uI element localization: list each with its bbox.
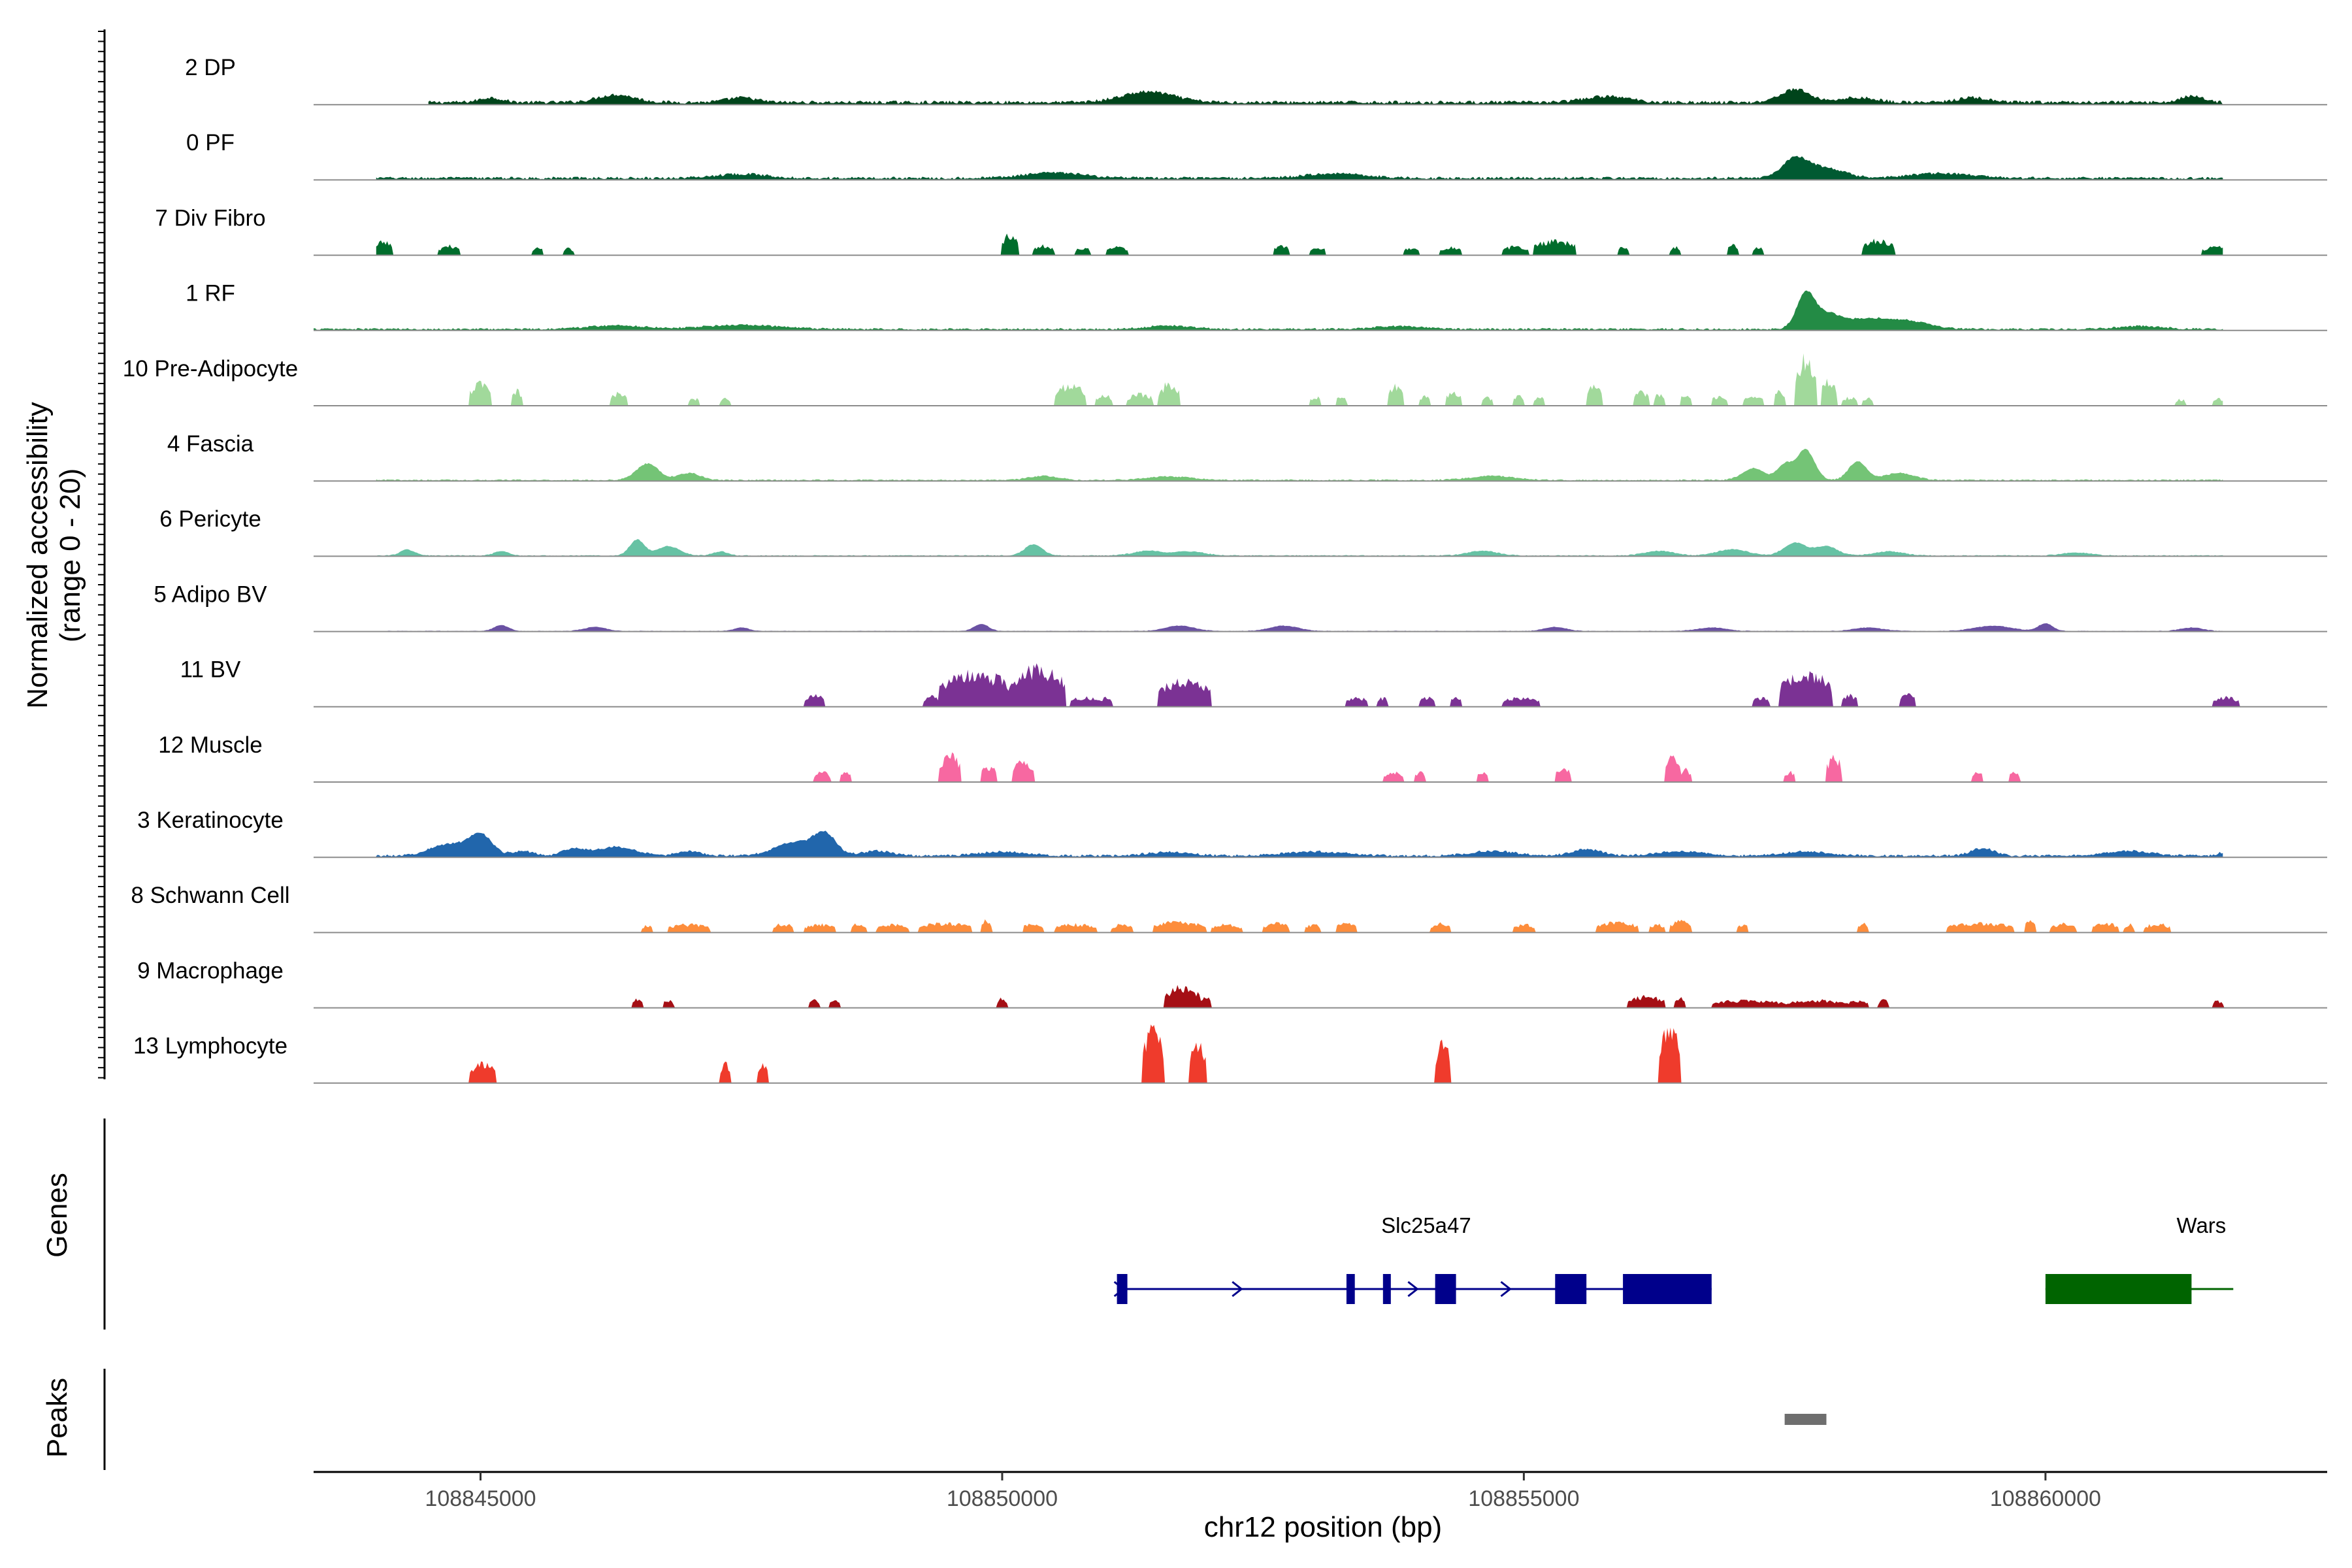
track: 0 PF xyxy=(186,130,2327,181)
track: 12 Muscle xyxy=(158,732,2327,783)
track: 2 DP xyxy=(185,55,2327,106)
gene-exon xyxy=(1382,1274,1391,1304)
track: 8 Schwann Cell xyxy=(131,883,2327,934)
track: 5 Adipo BV xyxy=(154,581,2327,632)
coverage-y-ticks xyxy=(98,31,105,1079)
track-signal xyxy=(376,539,2223,557)
peak-regions xyxy=(1784,1414,1827,1425)
gene-model: Slc25a47 xyxy=(1113,1213,1712,1304)
track: 9 Macrophage xyxy=(137,958,2327,1009)
track-label: 8 Schwann Cell xyxy=(131,883,289,908)
gene-exon xyxy=(1435,1274,1456,1304)
track: 1 RF xyxy=(186,281,2327,331)
gene-exon xyxy=(1555,1274,1587,1304)
track: 11 BV xyxy=(180,657,2327,708)
gene-exon xyxy=(1117,1274,1128,1304)
track: 13 Lymphocyte xyxy=(133,1024,2327,1084)
track-label: 7 Div Fibro xyxy=(155,205,265,231)
track-label: 2 DP xyxy=(185,55,236,80)
x-axis-ticks: 108845000 108850000 108855000 108860000 xyxy=(425,1472,2101,1511)
track-label: 4 Fascia xyxy=(167,431,254,457)
peaks-panel-title: Peaks xyxy=(41,1378,73,1458)
track-label: 11 BV xyxy=(180,657,241,683)
track: 10 Pre-Adipocyte xyxy=(123,353,2327,406)
gene-model: Wars xyxy=(2045,1213,2234,1304)
track-label: 5 Adipo BV xyxy=(154,581,267,607)
track-signal xyxy=(314,1024,2327,1083)
track-signal xyxy=(376,353,2223,406)
gene-label: Wars xyxy=(2177,1213,2227,1237)
track-label: 6 Pericyte xyxy=(159,506,261,532)
track-label: 9 Macrophage xyxy=(137,958,284,983)
track: 4 Fascia xyxy=(167,431,2327,482)
track-signal xyxy=(376,233,2223,255)
track-signal xyxy=(314,985,2327,1008)
x-tick-label: 108850000 xyxy=(947,1486,1058,1511)
gene-annotations: Slc25a47 Wars xyxy=(1113,1213,2234,1304)
track-signal xyxy=(376,155,2223,180)
peak-region xyxy=(1784,1414,1827,1425)
gene-exon xyxy=(1346,1274,1355,1304)
track-label: 12 Muscle xyxy=(158,732,263,758)
track-label: 10 Pre-Adipocyte xyxy=(123,356,298,382)
x-tick-label: 108845000 xyxy=(425,1486,536,1511)
strand-arrow xyxy=(1232,1281,1243,1298)
track-signal xyxy=(376,448,2223,482)
track-signal xyxy=(314,663,2327,707)
track-signal xyxy=(314,290,2223,331)
track-signal xyxy=(386,623,2223,632)
genes-panel-title: Genes xyxy=(41,1173,73,1258)
track-signal xyxy=(376,830,2223,858)
track-label: 0 PF xyxy=(186,130,235,155)
strand-arrow xyxy=(1500,1281,1512,1298)
x-tick-label: 108860000 xyxy=(1990,1486,2101,1511)
track-signal xyxy=(314,919,2327,933)
track: 6 Pericyte xyxy=(159,506,2327,557)
gene-label: Slc25a47 xyxy=(1381,1213,1471,1237)
gene-exon xyxy=(2045,1274,2192,1304)
track-label: 1 RF xyxy=(186,281,235,306)
coverage-tracks: 2 DP 0 PF 7 Div Fibro 1 RF 10 Pre-Adipocyte 4… xyxy=(123,55,2327,1084)
track-signal xyxy=(428,88,2223,105)
gene-exon xyxy=(1623,1274,1712,1304)
track: 3 Keratinocyte xyxy=(137,808,2327,858)
x-tick-label: 108855000 xyxy=(1468,1486,1579,1511)
track-signal xyxy=(314,752,2327,782)
x-axis-title: chr12 position (bp) xyxy=(1204,1511,1442,1543)
y-axis-title-range: (range 0 - 20) xyxy=(54,468,86,643)
track-label: 13 Lymphocyte xyxy=(133,1034,287,1059)
y-axis-title: Normalized accessibility xyxy=(22,402,54,708)
track: 7 Div Fibro xyxy=(155,205,2327,256)
strand-arrow xyxy=(1407,1281,1419,1298)
track-label: 3 Keratinocyte xyxy=(137,808,284,833)
